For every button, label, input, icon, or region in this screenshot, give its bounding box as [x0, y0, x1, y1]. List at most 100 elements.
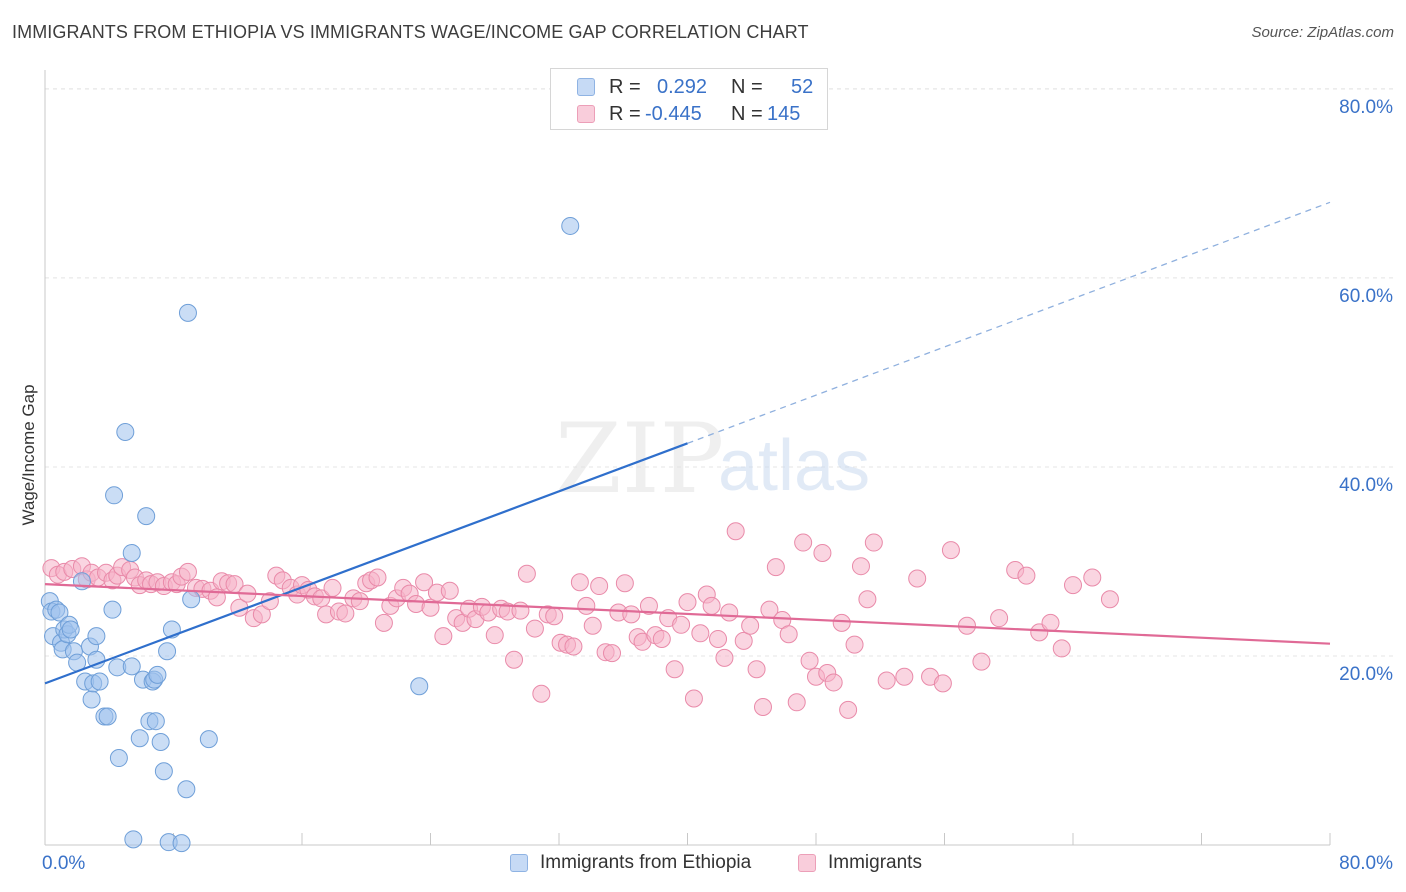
- data-point: [877, 671, 896, 690]
- data-point: [178, 303, 197, 322]
- axes: [44, 70, 1331, 846]
- stats-n-label: N =: [731, 75, 763, 98]
- chart-title: IMMIGRANTS FROM ETHIOPIA VS IMMIGRANTS W…: [12, 22, 809, 42]
- data-point: [734, 631, 753, 650]
- data-point: [158, 642, 177, 661]
- data-point: [908, 569, 927, 588]
- data-point: [652, 629, 671, 648]
- data-point: [505, 650, 524, 669]
- data-point: [766, 558, 785, 577]
- data-point: [813, 543, 832, 562]
- legend-swatch-ethiopia: [510, 854, 528, 872]
- data-point: [933, 674, 952, 693]
- data-point: [122, 543, 141, 562]
- stats-row-immigrants: R = -0.445 N = 145: [551, 100, 829, 128]
- data-point: [715, 648, 734, 667]
- trend-line-ethiopia: [44, 442, 688, 685]
- series-immigrants-from-ethiopia: [40, 216, 580, 853]
- trend-lines: [44, 201, 1331, 685]
- y-tick-label: 80.0%: [1339, 97, 1393, 118]
- data-point: [98, 707, 117, 726]
- stats-r-label: R =: [609, 75, 641, 98]
- data-point: [323, 578, 342, 597]
- data-point: [972, 652, 991, 671]
- data-point: [794, 533, 813, 552]
- data-point: [1064, 576, 1082, 595]
- data-point: [787, 693, 806, 712]
- data-point: [851, 557, 870, 576]
- data-point: [1083, 568, 1102, 587]
- data-point: [858, 590, 877, 609]
- watermark: ZIP atlas: [555, 403, 870, 515]
- data-point: [87, 650, 106, 669]
- data-point: [702, 596, 721, 615]
- x-tick-label-min: 0.0%: [42, 853, 85, 874]
- legend-item-ethiopia: Immigrants from Ethiopia: [510, 852, 751, 874]
- data-point: [941, 541, 960, 560]
- stats-r-label: R =: [609, 102, 641, 125]
- data-point: [252, 605, 271, 624]
- stats-row-ethiopia: R = 0.292 N = 52: [551, 73, 829, 101]
- data-point: [726, 522, 745, 541]
- data-point: [146, 712, 165, 731]
- data-point: [105, 486, 124, 505]
- stats-n-label: N =: [731, 102, 763, 125]
- data-point: [178, 562, 197, 581]
- data-point: [577, 596, 596, 615]
- data-point: [990, 609, 1009, 628]
- data-point: [741, 616, 760, 635]
- data-point: [545, 607, 564, 626]
- data-point: [421, 598, 440, 617]
- data-point: [90, 672, 109, 691]
- data-point: [720, 603, 739, 622]
- data-point: [590, 577, 609, 596]
- stats-r-value: 0.292: [657, 75, 708, 98]
- data-point: [1017, 566, 1036, 585]
- data-point: [61, 620, 80, 639]
- data-point: [374, 613, 393, 632]
- data-point: [525, 619, 544, 638]
- data-point: [434, 627, 453, 646]
- data-point: [691, 624, 710, 643]
- data-point: [832, 613, 851, 632]
- data-point: [1052, 639, 1071, 658]
- data-point: [116, 422, 135, 441]
- data-point: [684, 689, 703, 708]
- data-point: [122, 657, 141, 676]
- data-point: [130, 729, 149, 748]
- data-point: [415, 573, 434, 592]
- data-point: [564, 637, 583, 656]
- source-label: Source: ZipAtlas.com: [1251, 24, 1394, 41]
- data-point: [800, 651, 819, 670]
- data-point: [570, 573, 589, 592]
- tick-labels: 20.0% 40.0% 60.0% 80.0% 0.0% 80.0%: [42, 97, 1393, 874]
- data-point: [82, 690, 101, 709]
- data-point: [440, 581, 459, 600]
- trend-line-ethiopia-extension: [687, 201, 1331, 444]
- legend-label-immigrants: Immigrants: [828, 852, 922, 873]
- data-point: [1041, 613, 1060, 632]
- data-point: [517, 564, 536, 583]
- data-point: [50, 603, 69, 622]
- series-immigrants: [42, 522, 1119, 719]
- data-point: [109, 749, 128, 768]
- stats-swatch-ethiopia: [577, 78, 595, 96]
- stats-n-value: 52: [791, 75, 814, 98]
- y-tick-label: 40.0%: [1339, 475, 1393, 496]
- x-tick-label-max: 80.0%: [1339, 853, 1393, 874]
- chart-legend: Immigrants from Ethiopia Immigrants: [0, 852, 1406, 878]
- data-point: [603, 644, 622, 663]
- data-point: [622, 605, 641, 624]
- data-point: [103, 600, 122, 619]
- data-point: [154, 762, 173, 781]
- data-point: [672, 615, 691, 634]
- data-point: [137, 507, 156, 526]
- trend-line-immigrants: [44, 583, 1331, 645]
- watermark-zip: ZIP: [555, 403, 724, 515]
- data-point: [753, 698, 772, 717]
- stats-r-value: -0.445: [645, 102, 702, 125]
- legend-label-ethiopia: Immigrants from Ethiopia: [540, 852, 752, 873]
- data-point: [864, 533, 883, 552]
- legend-item-immigrants: Immigrants: [798, 852, 922, 874]
